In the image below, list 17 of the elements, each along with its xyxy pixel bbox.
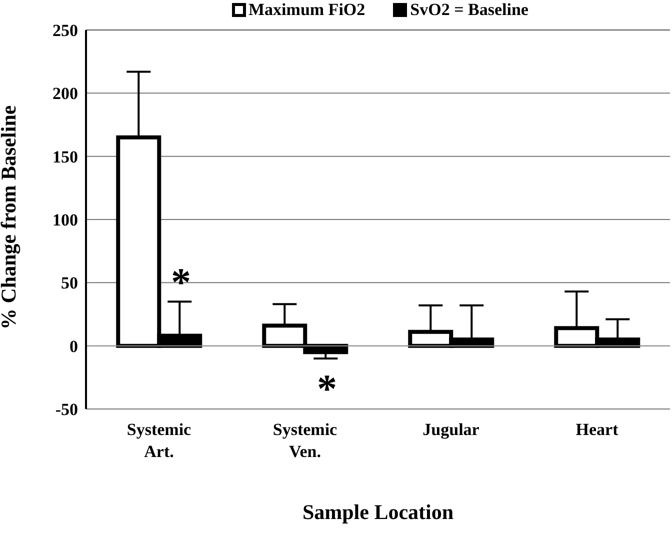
legend-label: SvO2 = Baseline <box>410 0 528 20</box>
y-tick-label: 150 <box>52 147 78 166</box>
y-tick-label: 0 <box>70 336 78 356</box>
x-tick-label: Systemic Ven. <box>272 420 338 461</box>
y-axis-title: % Change from Baseline <box>0 105 20 330</box>
x-axis-title: Sample Location <box>302 500 454 524</box>
legend-label: Maximum FiO2 <box>248 0 366 20</box>
x-tick-label: Systemic Art. <box>126 420 192 461</box>
y-tick-label: 250 <box>52 21 78 40</box>
x-tick-label: Jugular <box>422 420 480 439</box>
annotation: * <box>317 366 337 412</box>
x-tick-label: Heart <box>576 420 619 439</box>
y-tick-label: 100 <box>52 210 78 230</box>
y-tick-label: -50 <box>55 400 78 420</box>
y-tick-label: 200 <box>52 84 78 104</box>
y-tick-label: 50 <box>61 274 78 293</box>
annotation: * <box>171 260 191 305</box>
